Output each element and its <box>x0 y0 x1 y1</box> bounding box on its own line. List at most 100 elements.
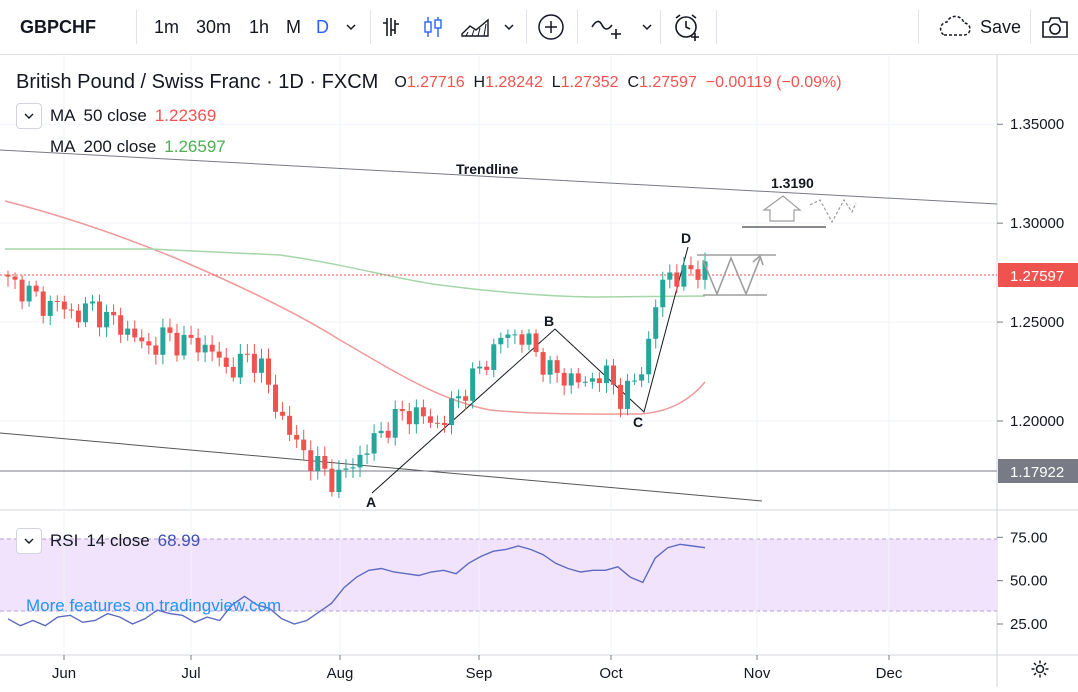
candle-body <box>498 337 504 345</box>
interval-m-button[interactable]: M <box>286 0 301 54</box>
arrowhead-icon <box>752 254 764 266</box>
upper-trendline[interactable] <box>0 149 998 205</box>
candle-body <box>315 456 321 471</box>
time-axis[interactable]: Jun Jul Aug Sep Oct Nov Dec <box>52 655 903 682</box>
candle-body <box>554 360 560 373</box>
candle-body <box>526 333 532 345</box>
time-tick-label: Aug <box>327 665 354 682</box>
close-label: C <box>627 73 639 91</box>
indicators-button[interactable] <box>590 0 624 54</box>
interval-1h-button[interactable]: 1h <box>249 0 269 54</box>
ma50-legend[interactable]: MA 50 close 1.22369 <box>16 103 216 129</box>
gear-icon <box>1031 660 1049 678</box>
interval-label: M <box>286 16 301 37</box>
chart-canvas[interactable]: Trendline 1.3190 A B C D 1.350001.300001… <box>0 55 1078 687</box>
candles-style-button[interactable] <box>420 0 446 54</box>
candle-body <box>104 311 110 328</box>
candle-body <box>68 309 74 311</box>
candle-body <box>519 334 525 345</box>
zigzag-projection-lower <box>702 255 761 297</box>
candle-body <box>646 338 652 375</box>
price-tick-label: 1.35000 <box>1010 116 1064 133</box>
rsi-name: RSI <box>50 531 79 550</box>
ma200-line <box>5 248 706 298</box>
candle-body <box>688 265 694 270</box>
candle-body <box>118 315 124 335</box>
symbol-search-button[interactable]: GBPCHF <box>20 0 96 54</box>
candle-body <box>174 332 180 356</box>
candle-body <box>378 430 384 434</box>
candle-body <box>660 279 666 308</box>
high-label: H <box>473 73 486 91</box>
candle-body <box>667 272 673 280</box>
abcd-pattern[interactable] <box>371 246 689 494</box>
interval-30m-button[interactable]: 30m <box>196 0 231 54</box>
snapshot-button[interactable] <box>1040 0 1070 54</box>
camera-icon <box>1042 17 1068 38</box>
up-arrow-icon <box>762 195 802 222</box>
rsi-params: 14 close <box>86 531 150 550</box>
rsi-value: 68.99 <box>157 531 201 550</box>
candle-body <box>202 344 208 353</box>
close-value: 1.27597 <box>639 73 697 91</box>
candle-body <box>406 411 412 425</box>
time-tick-label: Sep <box>466 665 493 682</box>
legend-collapse-button[interactable] <box>16 103 42 129</box>
interval-1m-button[interactable]: 1m <box>154 0 179 54</box>
target-price-label: 1.3190 <box>771 175 814 191</box>
open-label: O <box>394 73 407 91</box>
candle-body <box>97 301 103 328</box>
lower-trendline[interactable] <box>0 432 763 502</box>
bar-style-button[interactable] <box>380 0 406 54</box>
candle-body <box>596 378 602 384</box>
candle-body <box>322 456 328 469</box>
interval-label: D <box>316 16 329 37</box>
candle-body <box>695 269 701 280</box>
candle-body <box>237 353 243 378</box>
interval-dropdown-button[interactable] <box>344 0 358 54</box>
ma50-value: 1.22369 <box>154 106 217 125</box>
area-style-button[interactable] <box>460 0 490 54</box>
candle-body <box>47 300 53 316</box>
chevron-down-icon <box>24 538 34 544</box>
symbol-label: GBPCHF <box>20 16 96 37</box>
toolbar-divider <box>716 10 717 44</box>
save-button[interactable]: Save <box>936 0 1021 54</box>
legend-collapse-button[interactable] <box>16 528 42 554</box>
level-price-badge <box>998 459 1078 483</box>
rsi-legend[interactable]: RSI 14 close 68.99 <box>16 528 200 554</box>
change-value: −0.00119 (−0.09%) <box>705 73 842 91</box>
chart-area[interactable]: Trendline 1.3190 A B C D 1.35000 1.30000 1… <box>0 55 1078 687</box>
compare-button[interactable] <box>537 0 565 54</box>
rsi-axis[interactable]: 75.00 50.00 25.00 <box>997 529 1048 633</box>
settings-button[interactable] <box>1030 659 1050 684</box>
high-value: 1.28242 <box>485 73 543 91</box>
candle-body <box>702 261 708 280</box>
ma200-legend[interactable]: MA 200 close 1.26597 <box>50 137 226 157</box>
candle-body <box>251 353 257 373</box>
candle-body <box>582 381 588 383</box>
chart-style-dropdown-button[interactable] <box>502 0 516 54</box>
time-tick-label: Jun <box>52 665 76 682</box>
chevron-down-icon <box>346 24 356 31</box>
candle-body <box>132 328 138 338</box>
moving-averages <box>4 200 706 415</box>
area-chart-icon <box>461 18 489 37</box>
alert-button[interactable] <box>672 0 702 54</box>
candle-body <box>75 310 81 323</box>
ma50-name: MA <box>50 106 76 125</box>
candle-body <box>153 345 159 355</box>
time-tick-label: Dec <box>876 665 903 682</box>
indicators-dropdown-button[interactable] <box>640 0 654 54</box>
interval-d-button[interactable]: D <box>316 0 329 54</box>
point-b-label: B <box>544 313 554 329</box>
candle-body <box>188 334 194 338</box>
candle-body <box>434 422 440 424</box>
grid <box>0 55 997 655</box>
candle-body <box>681 265 687 287</box>
tradingview-link[interactable]: More features on tradingview.com <box>26 596 282 615</box>
price-axis[interactable]: 1.35000 1.30000 1.25000 1.20000 <box>997 116 1064 430</box>
candle-body <box>561 372 567 386</box>
open-value: 1.27716 <box>406 73 465 91</box>
time-tick-label: Oct <box>599 665 623 682</box>
